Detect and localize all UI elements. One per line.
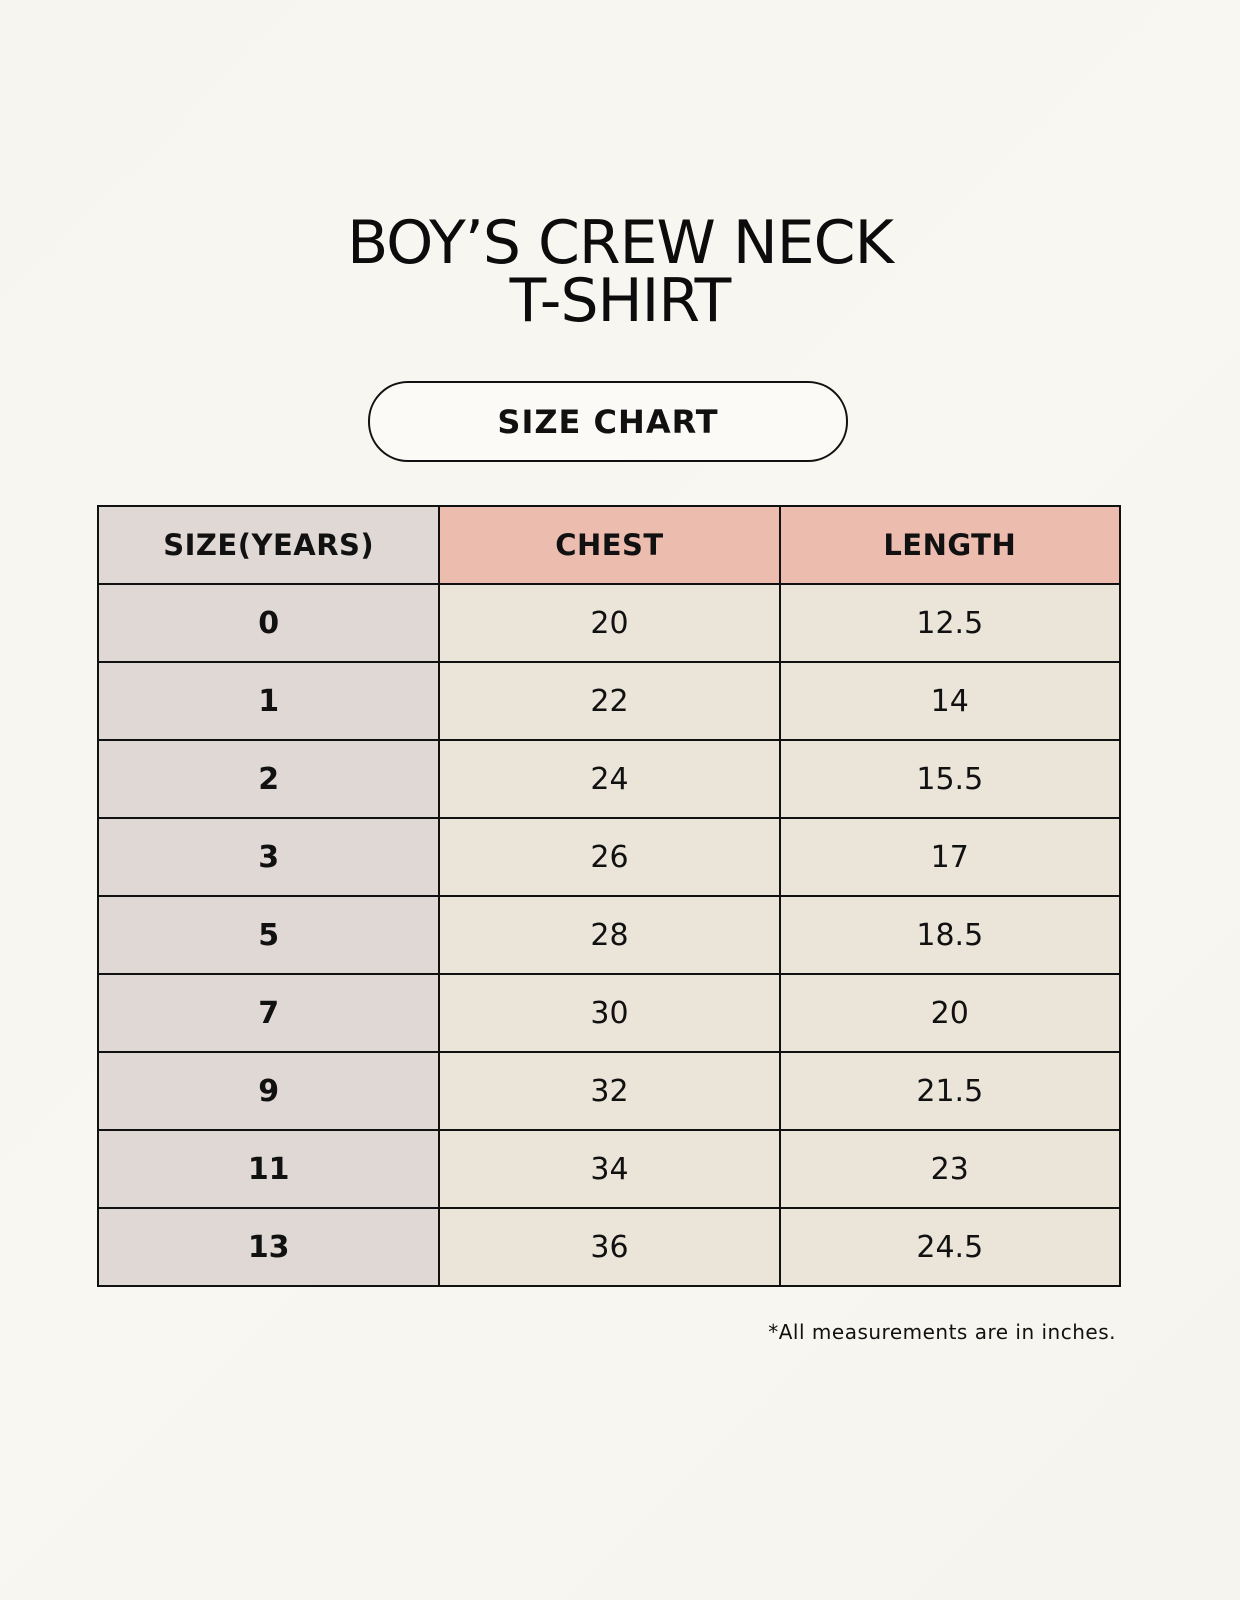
cell-size: 7 <box>96 973 441 1053</box>
table-row: 9 32 21.5 <box>96 1051 1122 1131</box>
table-row: 3 26 17 <box>96 817 1122 897</box>
page-title: BOY’S CREW NECK T-SHIRT <box>0 208 1240 336</box>
cell-size: 1 <box>96 661 441 741</box>
cell-size: 13 <box>96 1207 441 1287</box>
cell-size: 11 <box>96 1129 441 1209</box>
cell-length: 12.5 <box>778 583 1122 663</box>
cell-size: 9 <box>96 1051 441 1131</box>
table-row: 5 28 18.5 <box>96 895 1122 975</box>
cell-chest: 34 <box>438 1129 781 1209</box>
cell-chest: 32 <box>438 1051 781 1131</box>
title-line-1: BOY’S CREW NECK <box>347 208 894 278</box>
table-header-row: SIZE(YEARS) CHEST LENGTH <box>96 505 1122 585</box>
table-row: 0 20 12.5 <box>96 583 1122 663</box>
cell-length: 14 <box>778 661 1122 741</box>
cell-chest: 24 <box>438 739 781 819</box>
cell-chest: 36 <box>438 1207 781 1287</box>
cell-length: 15.5 <box>778 739 1122 819</box>
cell-length: 23 <box>778 1129 1122 1209</box>
size-chart-badge: SIZE CHART <box>368 381 848 462</box>
header-size: SIZE(YEARS) <box>96 505 441 585</box>
cell-length: 18.5 <box>778 895 1122 975</box>
cell-size: 5 <box>96 895 441 975</box>
cell-size: 3 <box>96 817 441 897</box>
cell-chest: 20 <box>438 583 781 663</box>
badge-label: SIZE CHART <box>497 402 719 441</box>
table-row: 7 30 20 <box>96 973 1122 1053</box>
cell-size: 2 <box>96 739 441 819</box>
cell-size: 0 <box>96 583 441 663</box>
cell-chest: 22 <box>438 661 781 741</box>
cell-length: 21.5 <box>778 1051 1122 1131</box>
cell-length: 17 <box>778 817 1122 897</box>
title-line-2: T-SHIRT <box>509 266 732 336</box>
cell-chest: 28 <box>438 895 781 975</box>
table-row: 1 22 14 <box>96 661 1122 741</box>
footnote: *All measurements are in inches. <box>768 1320 1116 1344</box>
table-row: 2 24 15.5 <box>96 739 1122 819</box>
header-chest: CHEST <box>438 505 781 585</box>
cell-length: 24.5 <box>778 1207 1122 1287</box>
cell-chest: 26 <box>438 817 781 897</box>
header-length: LENGTH <box>778 505 1122 585</box>
size-table: SIZE(YEARS) CHEST LENGTH 0 20 12.5 1 22 14 2 24… <box>96 505 1122 1287</box>
table-row: 13 36 24.5 <box>96 1207 1122 1287</box>
cell-length: 20 <box>778 973 1122 1053</box>
table-row: 11 34 23 <box>96 1129 1122 1209</box>
cell-chest: 30 <box>438 973 781 1053</box>
